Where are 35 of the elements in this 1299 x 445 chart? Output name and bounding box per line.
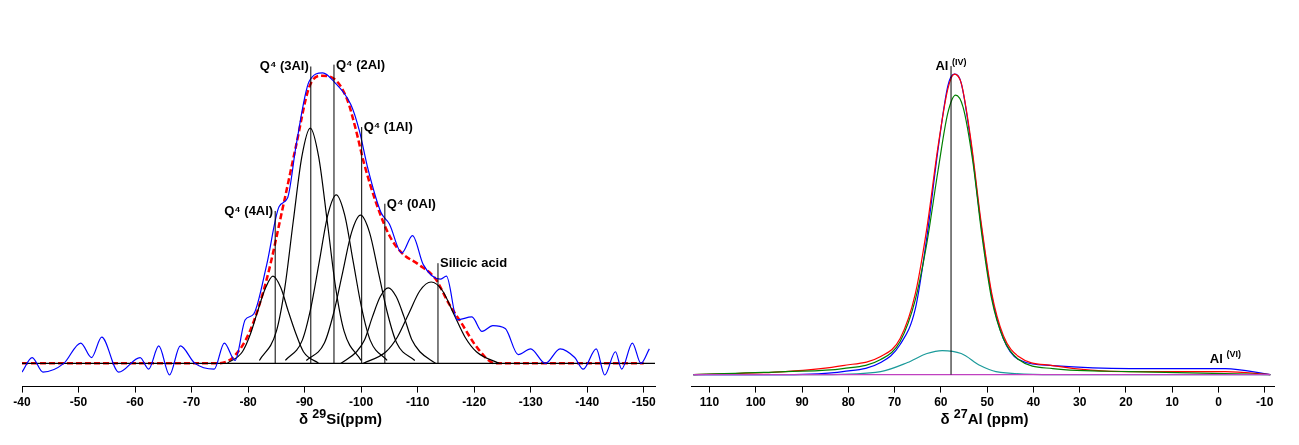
x-tick-label: -50 [69, 395, 88, 410]
x-tick-label: -60 [126, 395, 145, 410]
x-tick-label: -130 [518, 395, 543, 410]
ref-line-label: Q⁴ (2Al) [335, 56, 386, 72]
x-axis-title: δ $^{27}$Al (ppm) [940, 407, 1029, 427]
x-tick-label: -120 [462, 395, 487, 410]
ref-line-label: Silicic acid [439, 255, 508, 271]
x-tick-label: 50 [980, 395, 995, 410]
x-tick-label: 20 [1119, 395, 1133, 410]
ref-line-label: Q⁴ (3Al) [259, 58, 309, 74]
x-tick-label: 10 [1165, 395, 1180, 410]
ref-line-label: Q⁴ (1Al) [363, 119, 413, 135]
x-tick-label: 30 [1072, 395, 1087, 410]
annotation: Al (VI) [1209, 349, 1241, 366]
x-tick-label: -140 [575, 395, 600, 410]
x-tick-label: -100 [349, 395, 374, 410]
x-tick-label: 90 [795, 395, 810, 410]
x-tick-label: -10 [1256, 395, 1274, 410]
x-tick-label: -110 [405, 395, 430, 410]
ref-line-label: Q⁴ (0Al) [386, 195, 436, 211]
x-axis-title: δ $^{29}$Si(ppm) [299, 407, 382, 427]
x-tick-label: 110 [699, 395, 720, 410]
x-tick-label: 80 [841, 395, 856, 410]
x-tick-label: 100 [745, 395, 767, 410]
ref-line-label: Al (IV) [935, 56, 967, 74]
x-tick-label: 0 [1215, 395, 1223, 410]
x-tick-label: -90 [295, 395, 314, 410]
x-tick-label: -80 [239, 395, 258, 410]
ref-line-label: Q⁴ (4Al) [224, 202, 274, 218]
x-tick-label: -40 [13, 395, 31, 410]
x-tick-label: 70 [887, 395, 902, 410]
x-tick-label: 60 [934, 395, 948, 410]
x-tick-label: -150 [631, 395, 657, 410]
x-tick-label: 40 [1026, 395, 1041, 410]
x-tick-label: -70 [182, 395, 201, 410]
